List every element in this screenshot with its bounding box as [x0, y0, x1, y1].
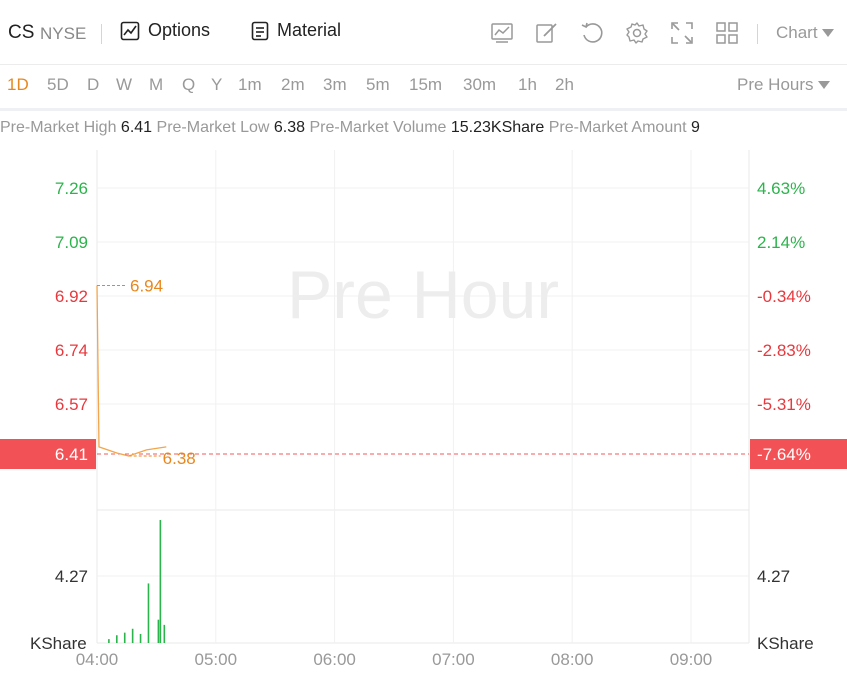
stat-label: Pre-Market Volume [309, 119, 451, 136]
time-axis-label: 09:00 [670, 650, 713, 669]
chart-type-dropdown[interactable]: Chart [776, 23, 834, 43]
period-bar: 1D 5D D W M Q Y 1m 2m 3m 5m 15m 30m 1h 2h Pre Hours [0, 64, 847, 111]
stat-label: Pre-Market Low [156, 119, 274, 136]
options-label: Options [148, 20, 211, 40]
stock-symbol: CS [8, 22, 35, 43]
period-tab-q[interactable]: Q [182, 75, 196, 94]
volume-axis-label: 4.27 [757, 567, 790, 586]
chart-type-label: Chart [776, 23, 818, 42]
max-price-label: 6.94 [130, 276, 163, 295]
period-tab-5d[interactable]: 5D [47, 75, 69, 94]
fullscreen-icon[interactable] [670, 21, 694, 45]
time-axis-label: 05:00 [195, 650, 238, 669]
current-price-label: 6.41 [55, 445, 88, 464]
reset-icon[interactable] [580, 21, 604, 45]
period-tab-w[interactable]: W [116, 75, 133, 94]
period-tab-30m[interactable]: 30m [463, 75, 497, 94]
exchange-label: NYSE [40, 24, 87, 43]
period-tab-3m[interactable]: 3m [323, 75, 347, 94]
stat-value: 9 [691, 119, 700, 136]
layout-grid-icon[interactable] [715, 21, 739, 45]
time-axis-label: 08:00 [551, 650, 594, 669]
time-axis-label: 07:00 [432, 650, 475, 669]
volume-unit-label: KShare [30, 634, 87, 653]
current-change-label: -7.64% [757, 445, 811, 464]
stat-label: Pre-Market High [0, 119, 121, 136]
volume-axis-label: 4.27 [55, 567, 88, 586]
stat-label: Pre-Market Amount [548, 119, 692, 136]
chart-watermark: Pre Hour [287, 257, 559, 333]
time-axis-label: 06:00 [313, 650, 356, 669]
stat-value: 15.23KShare [450, 119, 549, 136]
time-axis-label: 04:00 [76, 650, 119, 669]
current-price-tag [0, 439, 96, 469]
period-tab-d[interactable]: D [87, 75, 100, 94]
options-button[interactable]: Options [120, 20, 210, 41]
period-tab-y[interactable]: Y [211, 75, 223, 94]
document-icon [251, 21, 269, 40]
min-price-label: 6.38 [163, 449, 196, 468]
price-axis-label: 6.74 [55, 341, 88, 360]
material-button[interactable]: Material [251, 20, 341, 41]
pre-market-stats: Pre-Market High 6.41 Pre-Market Low 6.38… [0, 119, 847, 137]
period-tab-1d[interactable]: 1D [7, 75, 29, 94]
change-axis-label: 4.63% [757, 179, 805, 198]
divider [101, 24, 102, 44]
period-tab-1h[interactable]: 1h [518, 75, 537, 94]
period-tab-1m[interactable]: 1m [238, 75, 262, 94]
material-label: Material [277, 20, 342, 40]
period-tab-2m[interactable]: 2m [281, 75, 305, 94]
price-axis-label: 7.09 [55, 233, 88, 252]
session-dropdown[interactable]: Pre Hours [737, 75, 830, 95]
options-chart-icon [120, 21, 140, 40]
line-chart-icon[interactable] [490, 21, 514, 45]
settings-icon[interactable] [625, 21, 649, 45]
session-label: Pre Hours [737, 75, 814, 94]
price-axis-label: 6.57 [55, 395, 88, 414]
price-axis-label: 7.26 [55, 179, 88, 198]
volume-unit-label: KShare [757, 634, 814, 653]
stat-value: 6.38 [273, 119, 310, 136]
current-change-tag [750, 439, 847, 469]
price-line [96, 285, 167, 457]
top-toolbar: CS NYSE Options Material [0, 0, 847, 65]
price-axis-label: 6.92 [55, 287, 88, 306]
period-tab-15m[interactable]: 15m [409, 75, 443, 94]
stat-value: 6.41 [120, 119, 157, 136]
caret-down-icon [817, 81, 830, 89]
change-axis-label: -0.34% [757, 287, 811, 306]
change-axis-label: -5.31% [757, 395, 811, 414]
change-axis-label: 2.14% [757, 233, 805, 252]
change-axis-label: -2.83% [757, 341, 811, 360]
divider [757, 24, 758, 44]
caret-down-icon [821, 29, 834, 37]
period-tab-m[interactable]: M [149, 75, 164, 94]
period-tab-2h[interactable]: 2h [555, 75, 574, 94]
period-tab-5m[interactable]: 5m [366, 75, 390, 94]
draw-icon[interactable] [535, 21, 559, 45]
